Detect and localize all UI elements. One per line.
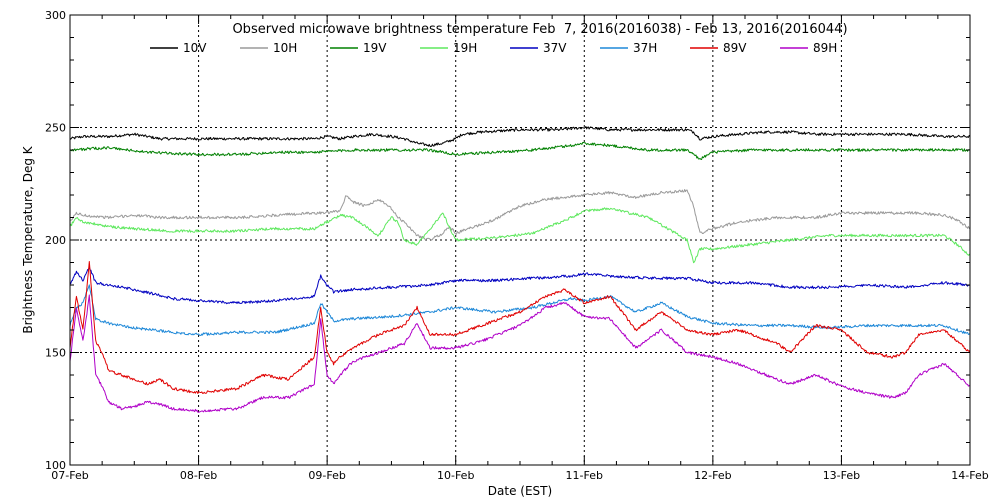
series-line-10h xyxy=(69,189,971,241)
x-tick-label: 14-Feb xyxy=(951,469,988,482)
series-line-89v xyxy=(69,261,971,394)
chart-title: Observed microwave brightness temperatur… xyxy=(232,22,847,37)
series-line-19h xyxy=(69,207,971,264)
series-line-37h xyxy=(69,284,971,336)
legend-label-19v: 19V xyxy=(363,41,387,55)
x-tick-label: 10-Feb xyxy=(437,469,474,482)
series-line-10v xyxy=(69,126,971,147)
y-tick-label: 250 xyxy=(45,122,66,135)
legend-label-10h: 10H xyxy=(273,41,297,55)
x-tick-label: 12-Feb xyxy=(694,469,731,482)
series-line-37v xyxy=(69,265,971,305)
legend-label-37h: 37H xyxy=(633,41,657,55)
legend-label-89v: 89V xyxy=(723,41,747,55)
y-tick-label: 300 xyxy=(45,9,66,22)
y-tick-label: 200 xyxy=(45,234,66,247)
x-tick-label: 11-Feb xyxy=(566,469,603,482)
y-axis-title: Brightness Temperature, Deg K xyxy=(21,145,35,333)
legend: 10V 10H 19V 19H 37V 37H 89V 89H xyxy=(150,41,837,55)
legend-label-19h: 19H xyxy=(453,41,477,55)
axis-ticks: 07-Feb 08-Feb 09-Feb 10-Feb 11-Feb 12-Feb 13-F… xyxy=(45,9,989,482)
x-tick-label: 08-Feb xyxy=(180,469,217,482)
series-line-19v xyxy=(69,142,971,160)
legend-label-10v: 10V xyxy=(183,41,207,55)
grid-lines xyxy=(70,15,970,465)
y-tick-label: 150 xyxy=(45,347,66,360)
x-axis-title: Date (EST) xyxy=(488,484,552,498)
series-lines xyxy=(69,126,971,413)
y-tick-label: 100 xyxy=(45,459,66,472)
x-tick-label: 09-Feb xyxy=(308,469,345,482)
legend-label-89h: 89H xyxy=(813,41,837,55)
series-line-89h xyxy=(69,294,971,413)
legend-label-37v: 37V xyxy=(543,41,567,55)
x-tick-label: 13-Feb xyxy=(823,469,860,482)
x-tick-label: 07-Feb xyxy=(51,469,88,482)
